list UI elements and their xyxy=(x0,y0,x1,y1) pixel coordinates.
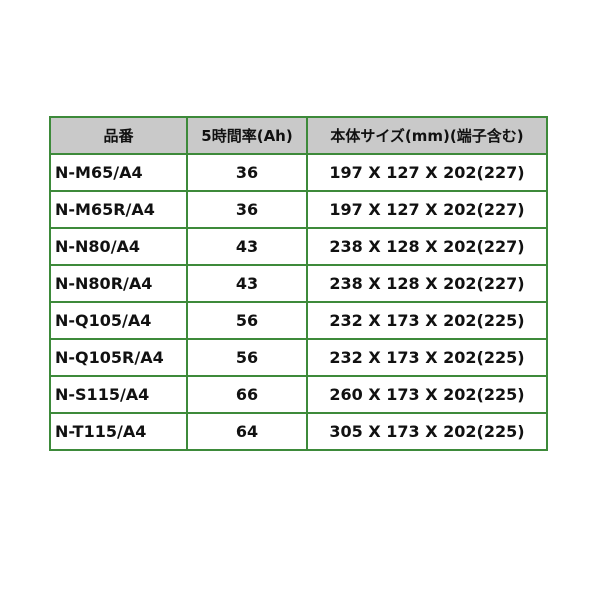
table-row: N-M65/A4 36 197 X 127 X 202(227) xyxy=(49,153,548,192)
capacity-cell: 64 xyxy=(186,412,308,451)
table-row: N-N80/A4 43 238 X 128 X 202(227) xyxy=(49,227,548,266)
capacity-cell: 56 xyxy=(186,338,308,377)
part-number-cell: N-N80/A4 xyxy=(49,227,188,266)
table-row: N-N80R/A4 43 238 X 128 X 202(227) xyxy=(49,264,548,303)
header-dimensions: 本体サイズ(mm)(端子含む) xyxy=(306,116,548,155)
capacity-cell: 43 xyxy=(186,227,308,266)
part-number-cell: N-S115/A4 xyxy=(49,375,188,414)
dimensions-cell: 197 X 127 X 202(227) xyxy=(306,153,548,192)
part-number-cell: N-Q105/A4 xyxy=(49,301,188,340)
capacity-cell: 56 xyxy=(186,301,308,340)
part-number-cell: N-Q105R/A4 xyxy=(49,338,188,377)
header-capacity: 5時間率(Ah) xyxy=(186,116,308,155)
dimensions-cell: 238 X 128 X 202(227) xyxy=(306,227,548,266)
dimensions-cell: 197 X 127 X 202(227) xyxy=(306,190,548,229)
table-row: N-Q105/A4 56 232 X 173 X 202(225) xyxy=(49,301,548,340)
part-number-cell: N-M65R/A4 xyxy=(49,190,188,229)
header-part-number: 品番 xyxy=(49,116,188,155)
part-number-cell: N-M65/A4 xyxy=(49,153,188,192)
capacity-cell: 36 xyxy=(186,153,308,192)
dimensions-cell: 238 X 128 X 202(227) xyxy=(306,264,548,303)
part-number-cell: N-T115/A4 xyxy=(49,412,188,451)
dimensions-cell: 232 X 173 X 202(225) xyxy=(306,338,548,377)
dimensions-cell: 232 X 173 X 202(225) xyxy=(306,301,548,340)
table-row: N-S115/A4 66 260 X 173 X 202(225) xyxy=(49,375,548,414)
table-row: N-T115/A4 64 305 X 173 X 202(225) xyxy=(49,412,548,451)
spec-table: 品番 5時間率(Ah) 本体サイズ(mm)(端子含む) N-M65/A4 36 19… xyxy=(49,116,548,451)
capacity-cell: 36 xyxy=(186,190,308,229)
dimensions-cell: 305 X 173 X 202(225) xyxy=(306,412,548,451)
table-row: N-M65R/A4 36 197 X 127 X 202(227) xyxy=(49,190,548,229)
header-row: 品番 5時間率(Ah) 本体サイズ(mm)(端子含む) xyxy=(49,116,548,155)
dimensions-cell: 260 X 173 X 202(225) xyxy=(306,375,548,414)
capacity-cell: 66 xyxy=(186,375,308,414)
table-row: N-Q105R/A4 56 232 X 173 X 202(225) xyxy=(49,338,548,377)
part-number-cell: N-N80R/A4 xyxy=(49,264,188,303)
capacity-cell: 43 xyxy=(186,264,308,303)
